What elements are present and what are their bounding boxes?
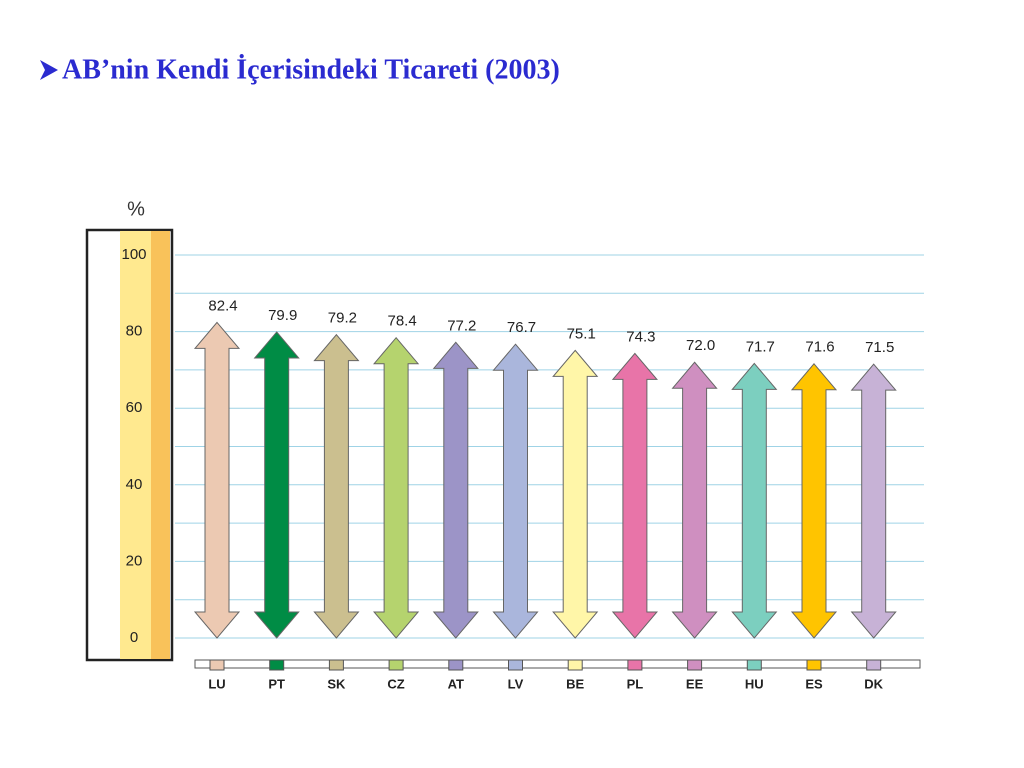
legend-swatch (269, 659, 285, 671)
y-tick-label: 100 (121, 246, 146, 263)
arrow-bar (611, 352, 658, 639)
y-tick-label: 80 (126, 323, 143, 340)
y-tick-label: 40 (126, 476, 143, 493)
x-tick-label: PT (268, 676, 285, 691)
y-tick-label: 60 (126, 399, 143, 416)
x-tick-label: BE (566, 676, 584, 691)
value-label: 71.6 (805, 339, 834, 356)
value-label: 71.7 (746, 338, 775, 355)
y-tick-label: 20 (126, 552, 143, 569)
x-tick-label: AT (448, 676, 464, 691)
arrow-bar (731, 362, 778, 639)
x-tick-label: CZ (387, 676, 404, 691)
legend-swatch (627, 659, 643, 671)
legend-swatch (746, 659, 762, 671)
value-label: 82.4 (208, 297, 237, 314)
legend-swatch (806, 659, 822, 671)
legend-strip (194, 659, 921, 669)
value-label: 79.9 (268, 307, 297, 324)
legend-swatch (687, 659, 703, 671)
legend-swatch (209, 659, 225, 671)
value-label: 71.5 (865, 339, 894, 356)
x-tick-label: LU (208, 676, 225, 691)
chart-title: AB’nin Kendi İçerisindeki Ticareti (2003… (62, 54, 560, 85)
value-label: 76.7 (507, 319, 536, 336)
arrow-bar (193, 321, 241, 639)
x-tick-label: LV (508, 676, 524, 691)
y-tick-label: 0 (130, 629, 138, 646)
value-label: 78.4 (387, 313, 416, 330)
x-tick-label: DK (864, 676, 883, 691)
arrow-bar (253, 331, 300, 639)
title-bullet (40, 60, 58, 80)
arrow-bar (432, 341, 479, 639)
arrow-bar (671, 361, 718, 639)
value-label: 75.1 (567, 325, 596, 342)
x-tick-label: EE (686, 676, 704, 691)
value-label: 77.2 (447, 317, 476, 334)
y-axis-label: % (127, 198, 145, 220)
legend-swatch (388, 659, 404, 671)
arrow-bar (373, 336, 420, 639)
axis-band (151, 231, 170, 659)
x-tick-label: HU (745, 676, 764, 691)
value-label: 72.0 (686, 337, 715, 354)
value-label: 74.3 (626, 328, 655, 345)
legend-swatch (448, 659, 464, 671)
axis-band (120, 231, 151, 659)
legend-swatch (328, 659, 344, 671)
x-tick-label: SK (327, 676, 346, 691)
arrow-bar (313, 333, 360, 639)
arrow-bar (850, 363, 897, 639)
arrow-bar (492, 343, 539, 639)
x-tick-label: PL (627, 676, 644, 691)
value-label: 79.2 (328, 310, 357, 327)
legend-swatch (508, 659, 523, 671)
arrow-bar (790, 362, 838, 639)
legend-swatch (567, 659, 583, 671)
x-tick-label: ES (805, 676, 823, 691)
legend-swatch (866, 659, 882, 671)
arrow-bar (552, 349, 599, 639)
